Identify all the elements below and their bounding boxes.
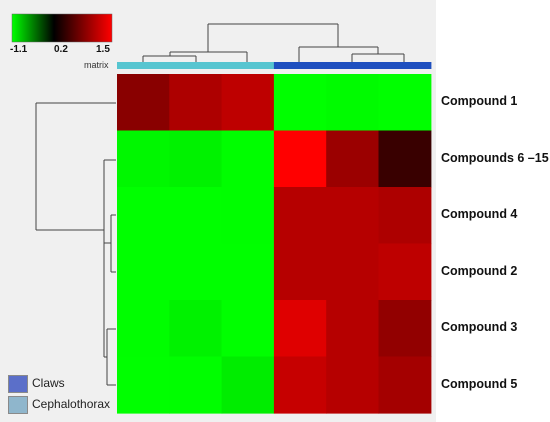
row-label: Compound 3 <box>441 320 518 335</box>
heatmap-cell <box>378 243 432 301</box>
heatmap-cell <box>221 130 275 188</box>
heatmap-cell <box>221 356 275 414</box>
row-label: Compound 4 <box>441 207 518 222</box>
scale-tick-min: -1.1 <box>10 44 28 55</box>
legend-swatch-cephalothorax <box>8 396 28 414</box>
scale-tick-max: 1.5 <box>96 44 110 55</box>
heatmap-cell <box>117 300 170 358</box>
heatmap-cell <box>169 74 223 132</box>
heatmap-cell <box>273 356 327 414</box>
annotation-cell <box>273 62 327 69</box>
heatmap-cell <box>273 187 327 245</box>
heatmap-cell <box>326 243 380 301</box>
column-annotation-bar <box>117 62 432 69</box>
heatmap-cell <box>326 74 380 132</box>
heatmap-cell <box>378 74 432 132</box>
heatmap-cell <box>273 300 327 358</box>
heatmap-cell <box>273 74 327 132</box>
heatmap-cell <box>378 356 432 414</box>
heatmap-cell <box>117 130 170 188</box>
legend-label-claws: Claws <box>32 376 65 390</box>
heatmap-cells <box>117 74 432 414</box>
column-dendrogram <box>142 23 405 62</box>
annotation-cell <box>117 62 170 69</box>
heatmap-cell <box>117 243 170 301</box>
heatmap-cell <box>221 243 275 301</box>
heatmap-cell <box>221 187 275 245</box>
legend-swatch-claws <box>8 375 28 393</box>
heatmap-cell <box>326 130 380 188</box>
heatmap-cell <box>117 74 170 132</box>
heatmap-cell <box>117 356 170 414</box>
annotation-cell <box>326 62 380 69</box>
heatmap-cell <box>221 300 275 358</box>
legend-label-cephalothorax: Cephalothorax <box>32 397 111 411</box>
heatmap-cell <box>378 130 432 188</box>
heatmap-cell <box>378 300 432 358</box>
heatmap-cell <box>378 187 432 245</box>
heatmap-cell <box>273 243 327 301</box>
row-label: Compounds 6 –15 <box>441 150 549 165</box>
color-scale-bar <box>11 13 113 43</box>
heatmap-cell <box>169 130 223 188</box>
heatmap-cell <box>326 356 380 414</box>
annotation-cell <box>221 62 275 69</box>
heatmap-cell <box>326 187 380 245</box>
row-dendrogram <box>35 102 116 386</box>
heatmap-cell <box>169 243 223 301</box>
row-label: Compound 2 <box>441 263 518 278</box>
heatmap-cell <box>221 74 275 132</box>
row-label: Compound 1 <box>441 94 518 109</box>
heatmap-cell <box>326 300 380 358</box>
heatmap-cell <box>169 187 223 245</box>
heatmap-cell <box>117 187 170 245</box>
annotation-bar-label: matrix <box>84 60 109 70</box>
heatmap-cell <box>169 300 223 358</box>
heatmap-cell <box>169 356 223 414</box>
dendrograms <box>35 23 405 386</box>
scale-tick-mid: 0.2 <box>54 44 68 55</box>
row-label: Compound 5 <box>441 376 518 391</box>
annotation-cell <box>169 62 223 69</box>
annotation-cell <box>378 62 432 69</box>
heatmap-cell <box>273 130 327 188</box>
